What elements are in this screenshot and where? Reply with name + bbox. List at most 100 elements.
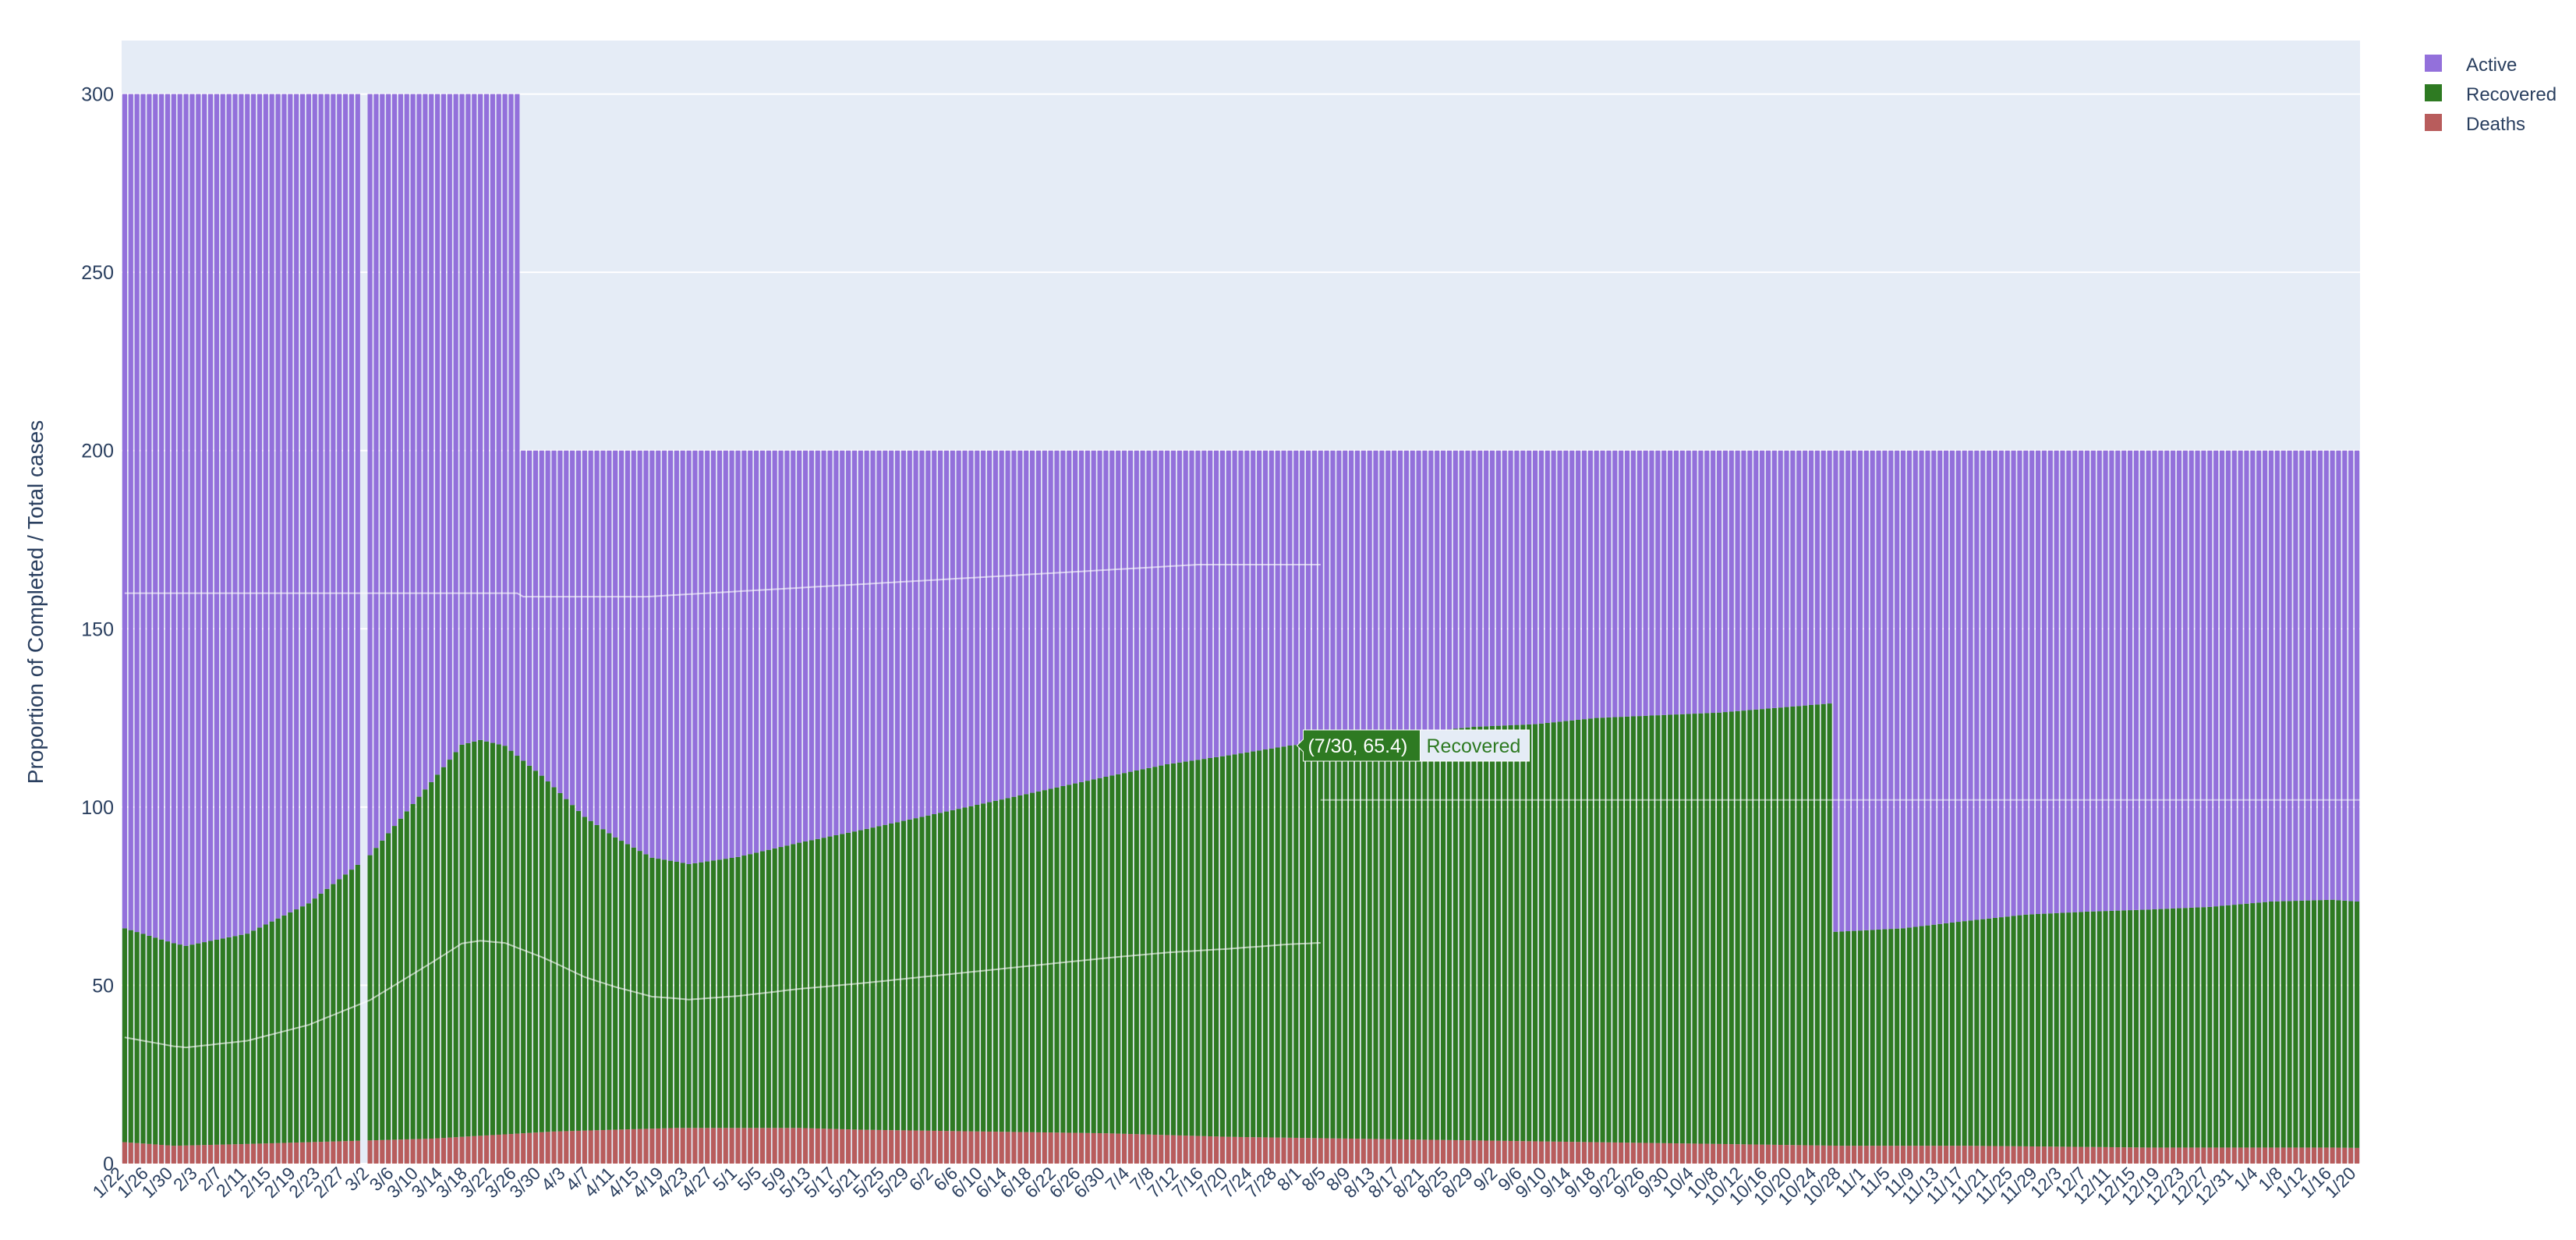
bar-recovered[interactable] xyxy=(355,864,360,1141)
bar-recovered[interactable] xyxy=(1379,736,1385,1139)
bar-recovered[interactable] xyxy=(1067,785,1072,1133)
bar-recovered[interactable] xyxy=(1624,716,1630,1143)
bar-stack[interactable] xyxy=(809,450,814,1164)
bar-deaths[interactable] xyxy=(2146,1147,2151,1164)
bar-recovered[interactable] xyxy=(2084,911,2090,1147)
bar-stack[interactable] xyxy=(1017,450,1023,1164)
bar-active[interactable] xyxy=(459,94,465,745)
bar-stack[interactable] xyxy=(1410,450,1415,1164)
bar-recovered[interactable] xyxy=(1937,923,1943,1146)
bar-stack[interactable] xyxy=(894,450,901,1164)
bar-recovered[interactable] xyxy=(656,859,661,1128)
bar-recovered[interactable] xyxy=(1361,738,1366,1139)
bar-active[interactable] xyxy=(1686,450,1691,714)
bar-active[interactable] xyxy=(1998,450,2004,918)
bar-recovered[interactable] xyxy=(797,842,802,1128)
bar-active[interactable] xyxy=(1551,450,1556,723)
bar-recovered[interactable] xyxy=(1495,725,1501,1141)
bar-deaths[interactable] xyxy=(391,1139,398,1164)
bar-active[interactable] xyxy=(1538,450,1544,724)
bar-active[interactable] xyxy=(429,94,434,782)
bar-active[interactable] xyxy=(2256,450,2262,903)
bar-recovered[interactable] xyxy=(349,870,355,1141)
bar-active[interactable] xyxy=(999,450,1004,800)
bar-active[interactable] xyxy=(913,450,918,819)
bar-deaths[interactable] xyxy=(692,1128,698,1164)
bar-recovered[interactable] xyxy=(2072,912,2078,1147)
bar-stack[interactable] xyxy=(1753,450,1759,1164)
bar-recovered[interactable] xyxy=(2066,912,2072,1147)
bar-deaths[interactable] xyxy=(1073,1132,1078,1164)
bar-deaths[interactable] xyxy=(140,1143,146,1164)
bar-recovered[interactable] xyxy=(1251,751,1256,1138)
bar-stack[interactable] xyxy=(281,94,287,1164)
bar-active[interactable] xyxy=(373,94,379,849)
bar-active[interactable] xyxy=(318,94,324,894)
bar-deaths[interactable] xyxy=(699,1128,704,1164)
bar-recovered[interactable] xyxy=(1716,712,1722,1144)
bar-active[interactable] xyxy=(1238,450,1244,754)
bar-deaths[interactable] xyxy=(196,1145,201,1164)
bar-recovered[interactable] xyxy=(833,834,839,1129)
bar-stack[interactable] xyxy=(1318,450,1323,1164)
bar-deaths[interactable] xyxy=(1416,1139,1421,1164)
bar-deaths[interactable] xyxy=(570,1131,575,1164)
bar-stack[interactable] xyxy=(999,450,1004,1164)
bar-recovered[interactable] xyxy=(1760,709,1765,1145)
bar-stack[interactable] xyxy=(2066,450,2072,1164)
bar-stack[interactable] xyxy=(1435,450,1440,1164)
bar-active[interactable] xyxy=(1557,450,1562,722)
bar-stack[interactable] xyxy=(2354,450,2360,1164)
bar-stack[interactable] xyxy=(1576,450,1581,1164)
bar-active[interactable] xyxy=(588,450,593,821)
bar-recovered[interactable] xyxy=(1343,739,1348,1139)
bar-recovered[interactable] xyxy=(962,807,968,1132)
bar-deaths[interactable] xyxy=(1318,1138,1323,1164)
bar-active[interactable] xyxy=(2330,450,2335,900)
bar-stack[interactable] xyxy=(1661,450,1667,1164)
bar-active[interactable] xyxy=(391,94,398,827)
bar-deaths[interactable] xyxy=(1428,1139,1434,1164)
bar-active[interactable] xyxy=(2047,450,2053,914)
bar-active[interactable] xyxy=(2084,450,2090,912)
bar-recovered[interactable] xyxy=(705,861,710,1128)
bar-deaths[interactable] xyxy=(2299,1147,2305,1164)
bar-active[interactable] xyxy=(1649,450,1654,716)
bar-active[interactable] xyxy=(943,450,950,812)
bar-deaths[interactable] xyxy=(1435,1139,1440,1164)
bar-active[interactable] xyxy=(1863,450,1869,930)
bar-recovered[interactable] xyxy=(1073,783,1078,1133)
bar-recovered[interactable] xyxy=(343,874,349,1142)
bar-stack[interactable] xyxy=(588,450,593,1164)
bar-stack[interactable] xyxy=(441,94,447,1164)
bar-stack[interactable] xyxy=(2127,450,2133,1164)
bar-recovered[interactable] xyxy=(1741,710,1746,1145)
bar-recovered[interactable] xyxy=(527,765,533,1133)
bar-recovered[interactable] xyxy=(1305,743,1311,1139)
bar-stack[interactable] xyxy=(962,450,968,1164)
bar-recovered[interactable] xyxy=(2287,901,2292,1148)
bar-active[interactable] xyxy=(1845,450,1851,932)
bar-stack[interactable] xyxy=(1226,450,1231,1164)
bar-active[interactable] xyxy=(1698,450,1704,714)
bar-deaths[interactable] xyxy=(625,1129,630,1164)
bar-stack[interactable] xyxy=(1127,450,1133,1164)
bar-stack[interactable] xyxy=(2225,450,2231,1164)
bar-stack[interactable] xyxy=(1403,450,1409,1164)
bar-recovered[interactable] xyxy=(2079,912,2084,1147)
bar-active[interactable] xyxy=(2029,450,2035,915)
bar-recovered[interactable] xyxy=(177,944,182,1146)
bar-recovered[interactable] xyxy=(1594,717,1599,1143)
bar-stack[interactable] xyxy=(257,94,263,1164)
bar-deaths[interactable] xyxy=(551,1131,557,1164)
bar-active[interactable] xyxy=(134,94,140,933)
bar-stack[interactable] xyxy=(840,450,845,1164)
legend-item-deaths[interactable]: Deaths xyxy=(2425,114,2525,135)
bar-active[interactable] xyxy=(159,94,165,940)
bar-stack[interactable] xyxy=(956,450,961,1164)
bar-stack[interactable] xyxy=(2090,450,2096,1164)
bar-deaths[interactable] xyxy=(2330,1147,2335,1164)
bar-stack[interactable] xyxy=(1152,450,1158,1164)
bar-deaths[interactable] xyxy=(729,1128,734,1164)
bar-stack[interactable] xyxy=(551,450,557,1164)
